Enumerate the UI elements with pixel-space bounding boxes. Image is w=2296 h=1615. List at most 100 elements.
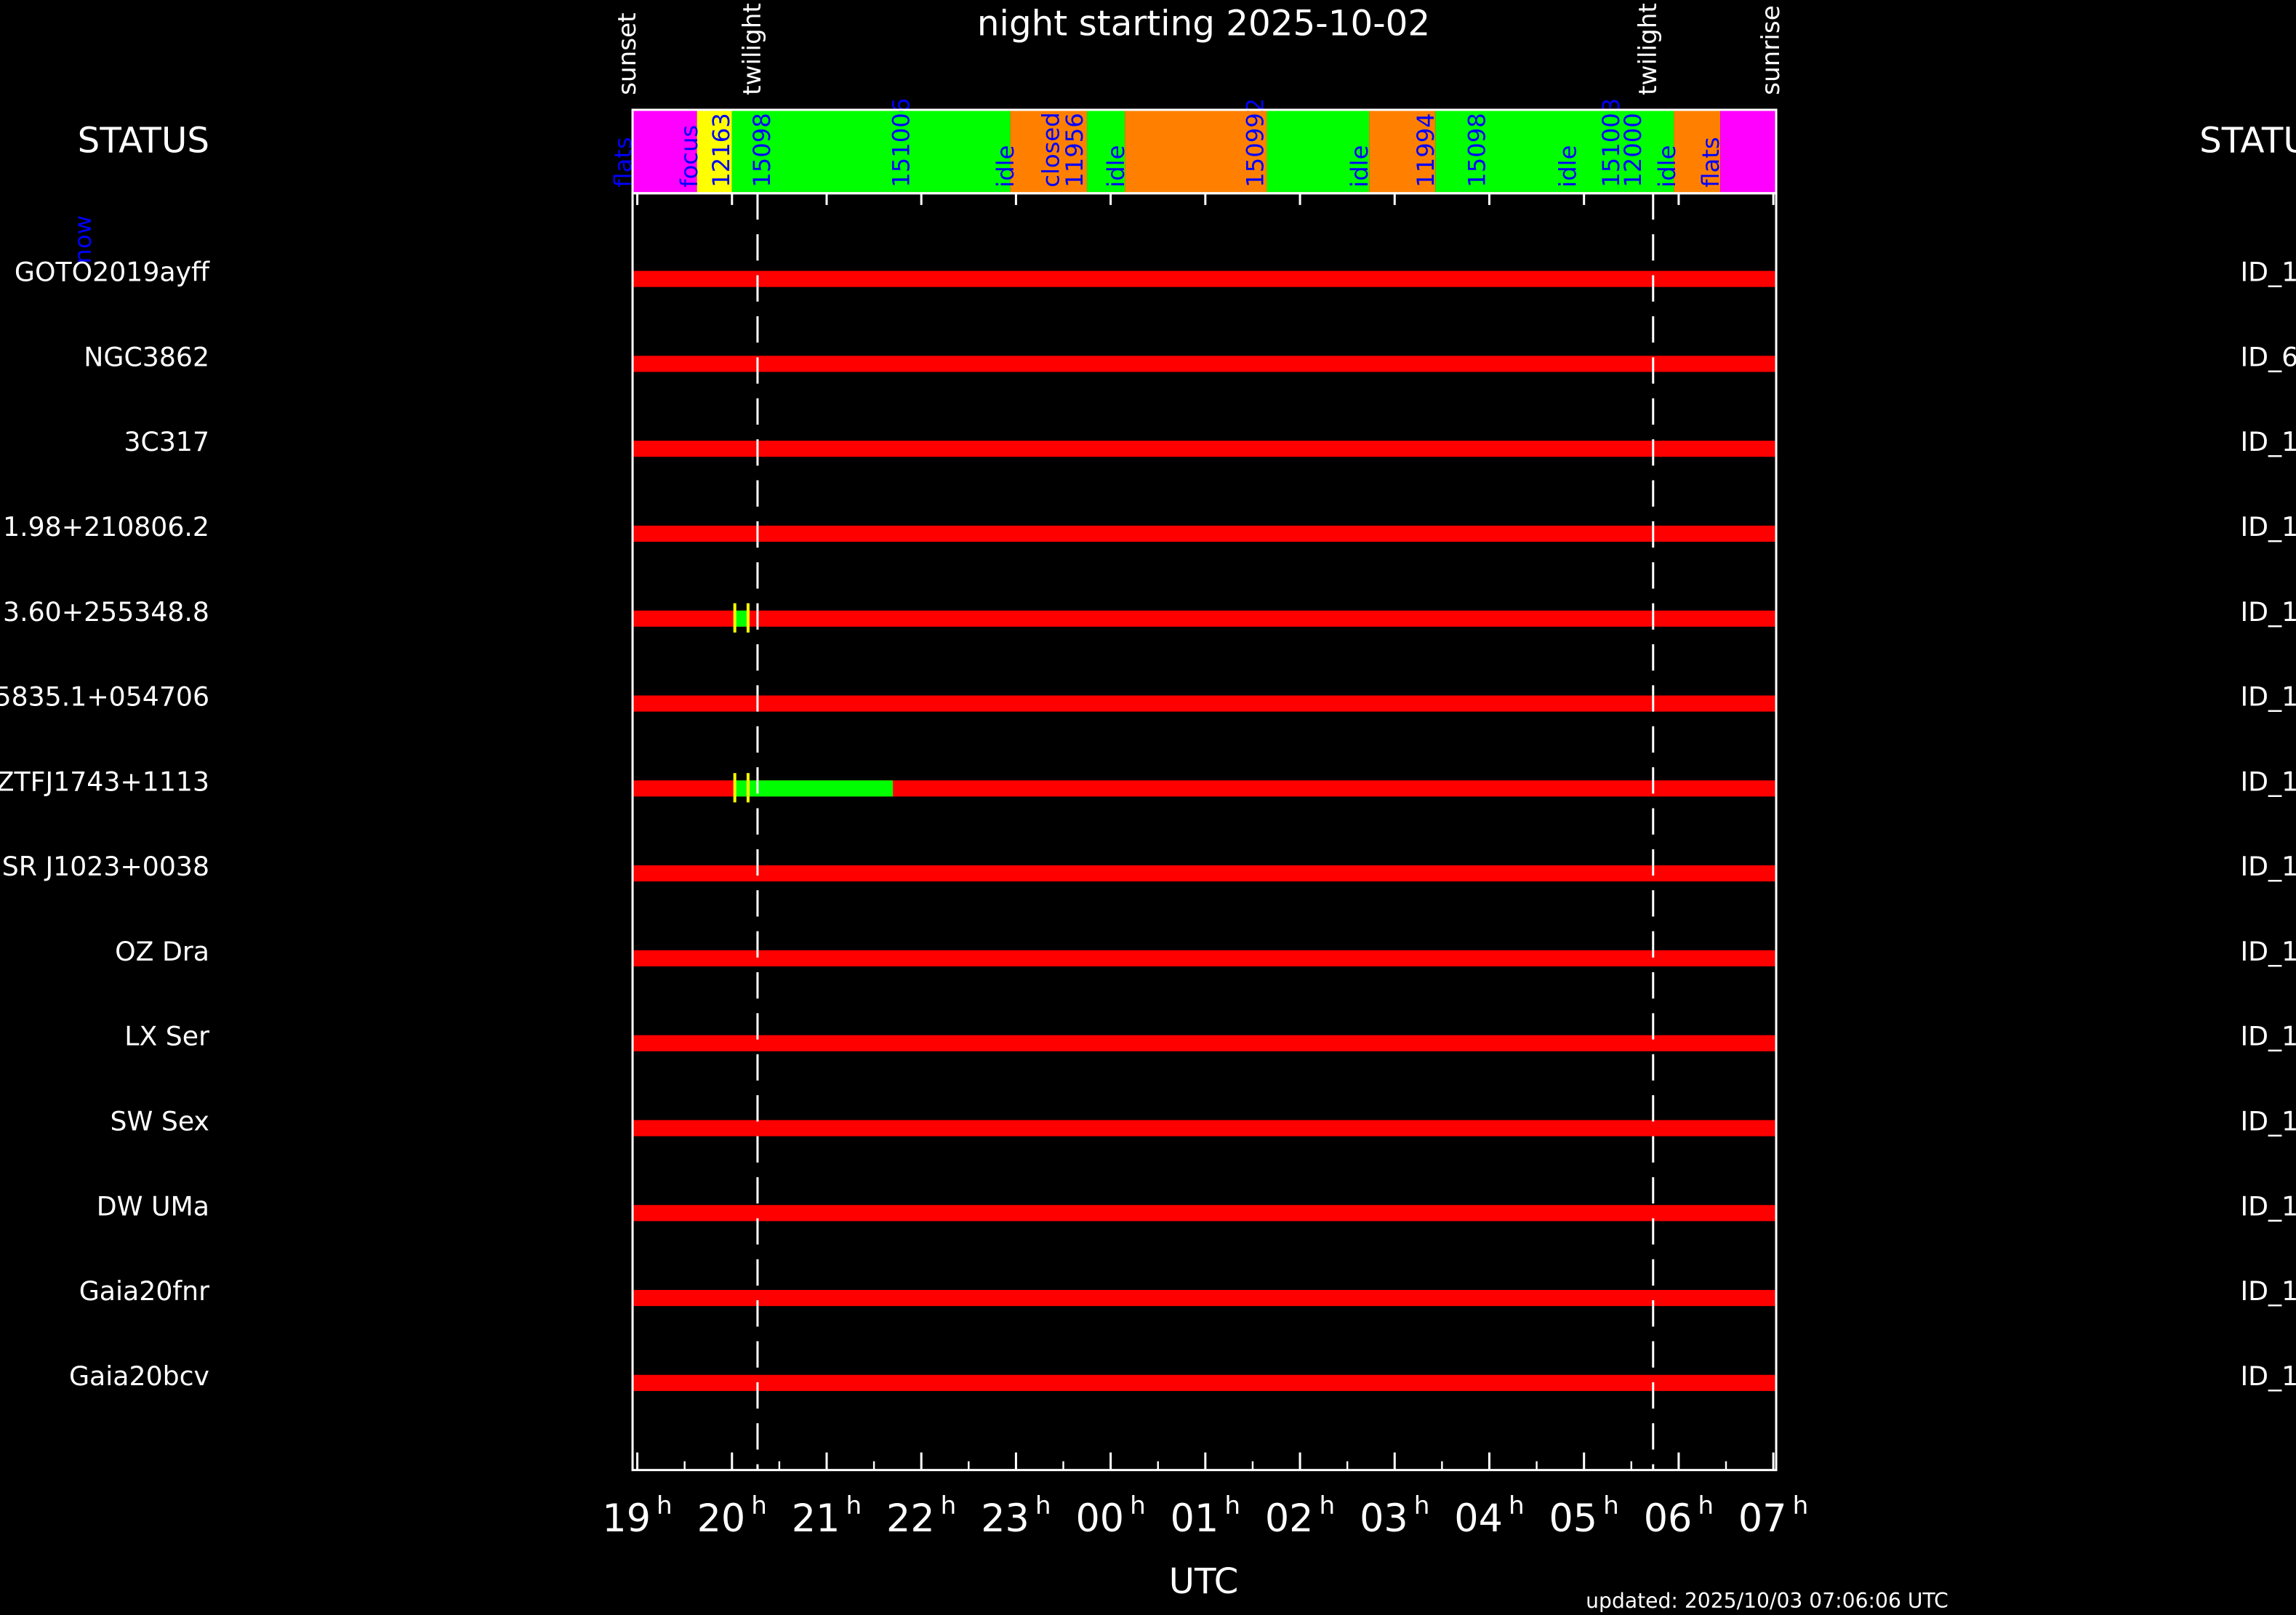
x-tick-number: 20: [697, 1496, 746, 1541]
x-tick-number: 21: [792, 1496, 840, 1541]
schedule-label: 11994: [1412, 113, 1440, 187]
target-id: ID_150: [2240, 936, 2296, 967]
x-tick-unit: h: [1414, 1491, 1430, 1520]
status-left: STATUS: [78, 120, 209, 161]
target-bar: [633, 356, 1777, 372]
x-tick-label: 23 h: [981, 1491, 1051, 1541]
target-bar: [633, 1120, 1777, 1137]
schedule-label: idle: [992, 145, 1019, 188]
x-tick-unit: h: [1509, 1491, 1525, 1520]
x-tick-number: 02: [1265, 1496, 1314, 1541]
schedule-label: idle: [1554, 145, 1581, 188]
x-tick-number: 06: [1644, 1496, 1693, 1541]
x-tick-unit: h: [751, 1491, 767, 1520]
target-id: ID_150: [2240, 681, 2296, 713]
x-tick-unit: h: [1793, 1491, 1809, 1520]
schedule-label: idle: [1653, 145, 1681, 188]
updated-label: updated: 2025/10/03 07:06:06 UTC: [1586, 1589, 1948, 1613]
target-id: ID_150: [2240, 1021, 2296, 1052]
target-bar: [633, 695, 1777, 712]
target-bar: [633, 441, 1777, 457]
x-tick-label: 22 h: [886, 1491, 956, 1541]
x-tick-unit: h: [1320, 1491, 1336, 1520]
event-label: twilight: [1634, 3, 1663, 95]
target-id: ID_150: [2240, 766, 2296, 797]
x-tick-label: 06 h: [1644, 1491, 1714, 1541]
x-tick-label: 20 h: [697, 1491, 767, 1541]
schedule-block: [1435, 110, 1674, 193]
schedule-block: [1720, 110, 1777, 193]
schedule-label: 151003: [1597, 98, 1625, 188]
x-tick-number: 07: [1738, 1496, 1787, 1541]
x-tick-label: 04 h: [1454, 1491, 1524, 1541]
schedule-label: idle: [1102, 145, 1130, 188]
schedule-block: [1125, 110, 1267, 193]
observed-segment: [734, 610, 748, 627]
x-axis-label: UTC: [1169, 1561, 1239, 1602]
target-bar: [633, 1374, 1777, 1391]
target-id: ID_150: [2240, 851, 2296, 882]
schedule-label: focus: [675, 125, 703, 188]
target-bar: [633, 270, 1777, 287]
target-bar: [633, 780, 1777, 797]
target-id: ID_151: [2240, 511, 2296, 542]
x-tick-label: 01 h: [1171, 1491, 1240, 1541]
target-name: LX Ser: [124, 1021, 209, 1052]
schedule-label: 12163: [707, 113, 735, 187]
schedule-label: flats: [1697, 137, 1725, 187]
schedule-label: 151006: [888, 98, 915, 188]
x-tick-label: 21 h: [792, 1491, 862, 1541]
target-id: ID_122: [2240, 426, 2296, 457]
schedule-block: [731, 110, 1011, 193]
target-name: SW Sex: [111, 1106, 209, 1137]
x-tick-number: 01: [1171, 1496, 1219, 1541]
event-label: twilight: [738, 3, 767, 95]
target-bar: [633, 865, 1777, 882]
event-label: sunset: [613, 12, 642, 95]
target-bar: [633, 1205, 1777, 1222]
x-tick-unit: h: [1603, 1491, 1619, 1520]
target-name: 5835.1+054706: [0, 681, 209, 713]
x-tick-number: 03: [1360, 1496, 1408, 1541]
x-tick-unit: h: [941, 1491, 957, 1520]
target-name: Gaia20fnr: [79, 1275, 209, 1307]
target-bar: [633, 1035, 1777, 1051]
target-bar: [633, 610, 1777, 627]
target-name: 3.60+255348.8: [3, 596, 209, 628]
x-tick-number: 19: [602, 1496, 651, 1541]
schedule-label: 150992: [1242, 98, 1269, 188]
target-id: ID_150: [2240, 1106, 2296, 1137]
x-tick-label: 07 h: [1738, 1491, 1808, 1541]
schedule-block: [1369, 110, 1436, 193]
target-name: ZTFJ1743+1113: [0, 766, 209, 797]
x-tick-label: 02 h: [1265, 1491, 1335, 1541]
observed-segment: [734, 780, 894, 797]
target-id: ID_605: [2240, 341, 2296, 372]
x-tick-number: 23: [981, 1496, 1029, 1541]
target-name: SR J1023+0038: [2, 851, 209, 882]
x-tick-number: 00: [1075, 1496, 1124, 1541]
plot: flats focus 12163 15098 151006 idle closed1195…: [0, 3, 2296, 1541]
schedule-block: [1010, 110, 1088, 193]
target-name: GOTO2019ayff: [15, 257, 210, 288]
schedule-block: [1267, 110, 1370, 193]
schedule-block: [1087, 110, 1125, 193]
x-tick-unit: h: [1130, 1491, 1146, 1520]
target-id: ID_151: [2240, 596, 2296, 628]
x-tick-number: 22: [886, 1496, 935, 1541]
target-name: NGC3862: [84, 341, 209, 372]
now-label: now: [69, 215, 97, 263]
schedule-label: 15098: [1463, 113, 1490, 187]
x-tick-unit: h: [1224, 1491, 1240, 1520]
x-tick-label: 19 h: [602, 1491, 672, 1541]
x-tick-unit: h: [1698, 1491, 1714, 1520]
x-tick-label: 05 h: [1549, 1491, 1619, 1541]
event-label: sunrise: [1757, 5, 1786, 95]
chart-title: night starting 2025-10-02: [977, 3, 1430, 44]
x-tick-number: 05: [1549, 1496, 1598, 1541]
schedule-label: 15098: [748, 113, 776, 187]
status-right: STATU: [2199, 120, 2296, 161]
target-name: 1.98+210806.2: [3, 511, 209, 542]
